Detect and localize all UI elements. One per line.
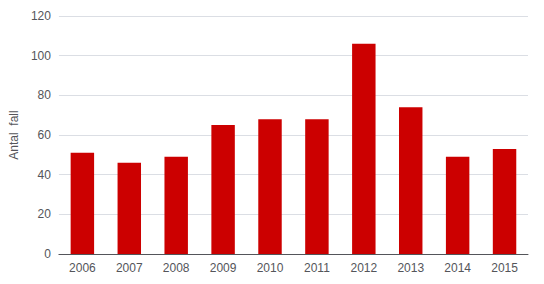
svg-text:40: 40 bbox=[38, 168, 52, 182]
svg-text:2007: 2007 bbox=[116, 261, 143, 275]
svg-text:2006: 2006 bbox=[69, 261, 96, 275]
svg-text:80: 80 bbox=[38, 88, 52, 102]
svg-text:2015: 2015 bbox=[491, 261, 518, 275]
svg-text:2011: 2011 bbox=[304, 261, 330, 275]
svg-text:2013: 2013 bbox=[397, 261, 424, 275]
svg-text:120: 120 bbox=[31, 9, 51, 23]
svg-text:2010: 2010 bbox=[257, 261, 284, 275]
svg-text:2008: 2008 bbox=[163, 261, 190, 275]
svg-text:0: 0 bbox=[44, 247, 51, 261]
svg-text:2014: 2014 bbox=[444, 261, 471, 275]
svg-text:60: 60 bbox=[38, 128, 52, 142]
svg-text:20: 20 bbox=[38, 207, 52, 221]
svg-text:Antal fall: Antal fall bbox=[7, 110, 21, 159]
svg-text:2009: 2009 bbox=[210, 261, 237, 275]
svg-text:100: 100 bbox=[31, 49, 51, 63]
svg-text:2012: 2012 bbox=[350, 261, 377, 275]
